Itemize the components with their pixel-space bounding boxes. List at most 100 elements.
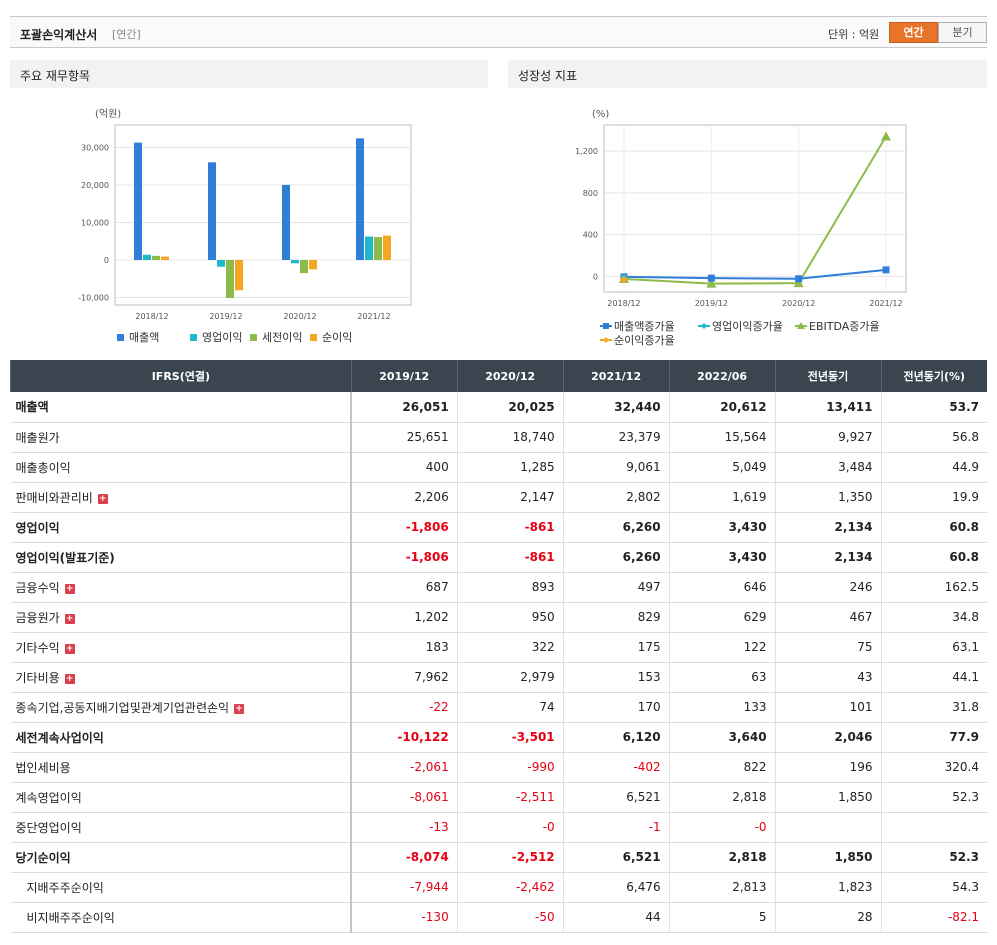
bar-영업이익 bbox=[291, 260, 299, 264]
legend-label: 영업이익증가율 bbox=[712, 320, 783, 333]
row-label-cell: 중단영업이익 bbox=[10, 812, 353, 843]
expand-plus-icon[interactable]: + bbox=[64, 613, 75, 624]
expand-plus-icon[interactable]: + bbox=[64, 673, 75, 684]
value-cell: 170 bbox=[562, 692, 670, 723]
value-cell: 175 bbox=[562, 632, 670, 663]
income-statement-table: IFRS(연결) 2019/12 2020/12 2021/12 2022/06 전년동… bbox=[10, 360, 987, 933]
value-cell: 101 bbox=[774, 692, 882, 723]
value-cell: 52.3 bbox=[880, 841, 987, 873]
legend-label: 매출액증가율 bbox=[614, 320, 675, 333]
table-head-label: IFRS(연결) bbox=[10, 360, 352, 392]
value-cell: -990 bbox=[456, 751, 564, 783]
value-cell: 3,484 bbox=[774, 452, 882, 483]
table-col-header: 전년동기 bbox=[774, 360, 882, 392]
row-label-cell: 계속영업이익 bbox=[10, 782, 353, 813]
row-label-cell: 매출총이익 bbox=[10, 452, 353, 483]
table-row: 금융원가 +1,202 950 829 629 467 34.8 bbox=[10, 602, 987, 633]
value-cell: 32,440 bbox=[562, 392, 670, 423]
point-EBITDA증가율 bbox=[793, 278, 804, 288]
row-label-cell: 영업이익 bbox=[10, 511, 353, 543]
expand-plus-icon[interactable]: + bbox=[234, 703, 245, 714]
table-row: 비지배주주순이익 -130 -50 44 5 28 -82.1 bbox=[10, 902, 987, 933]
series-line-매출액증가율 bbox=[623, 268, 887, 280]
value-cell: 7,962 bbox=[350, 662, 458, 693]
bar-매출액 bbox=[134, 142, 142, 260]
table-row: 지배주주순이익 -7,944 -2,462 6,476 2,813 1,823 54.3 bbox=[10, 872, 987, 903]
value-cell: 2,818 bbox=[668, 782, 776, 813]
y-tick-label: 0 bbox=[104, 256, 109, 265]
row-label: 금융원가 bbox=[15, 610, 60, 625]
value-cell: -402 bbox=[562, 751, 670, 783]
row-label-cell: 매출액 bbox=[10, 392, 353, 423]
value-cell: -1,806 bbox=[350, 541, 458, 573]
legend-label: 매출액 bbox=[129, 331, 159, 344]
value-cell: 822 bbox=[668, 751, 776, 783]
value-cell: 54.3 bbox=[880, 872, 987, 903]
row-label: 기타수익 bbox=[15, 640, 60, 655]
value-cell: 43 bbox=[774, 662, 882, 693]
value-cell: 74 bbox=[456, 692, 564, 723]
value-cell: 467 bbox=[774, 602, 882, 633]
value-cell: -22 bbox=[350, 692, 458, 723]
value-cell bbox=[774, 812, 882, 843]
value-cell: 2,979 bbox=[456, 662, 564, 693]
value-cell: 25,651 bbox=[350, 422, 458, 453]
value-cell: 6,120 bbox=[562, 721, 670, 753]
value-cell: 320.4 bbox=[880, 751, 987, 783]
value-cell: -8,061 bbox=[350, 782, 458, 813]
point-매출액증가율 bbox=[707, 274, 715, 282]
bar-영업이익 bbox=[365, 236, 373, 260]
table-row: 법인세비용 -2,061 -990 -402 822 196 320.4 bbox=[10, 751, 987, 783]
value-cell: 9,061 bbox=[562, 452, 670, 483]
row-label: 기타비용 bbox=[15, 670, 60, 685]
expand-plus-icon[interactable]: + bbox=[64, 643, 75, 654]
value-cell: -0 bbox=[456, 812, 564, 843]
x-tick-label: 2018/12 bbox=[607, 299, 640, 308]
bar-매출액 bbox=[356, 138, 364, 260]
point-EBITDA증가율 bbox=[881, 131, 891, 141]
legend-swatch bbox=[310, 334, 317, 341]
value-cell: 77.9 bbox=[880, 721, 987, 753]
value-cell: -1 bbox=[562, 812, 670, 843]
value-cell: 53.7 bbox=[880, 392, 987, 423]
row-label-cell: 판매비와관리비 + bbox=[10, 482, 353, 513]
value-cell: 2,147 bbox=[456, 482, 564, 513]
legend-marker bbox=[701, 323, 707, 329]
bar-순이익 bbox=[235, 260, 243, 291]
value-cell: 60.8 bbox=[880, 511, 987, 543]
table-row: 영업이익(발표기준) -1,806 -861 6,260 3,430 2,134 60.8 bbox=[10, 541, 987, 573]
table-row: 기타수익 +183 322 175 122 75 63.1 bbox=[10, 632, 987, 663]
value-cell: 23,379 bbox=[562, 422, 670, 453]
value-cell: 1,202 bbox=[350, 602, 458, 633]
x-tick-label: 2020/12 bbox=[782, 299, 815, 308]
value-cell: 31.8 bbox=[880, 692, 987, 723]
y-tick-label: 20,000 bbox=[81, 181, 109, 190]
point-순이익증가율 bbox=[620, 275, 628, 284]
value-cell: 400 bbox=[350, 452, 458, 483]
value-cell: 6,476 bbox=[562, 872, 670, 903]
value-cell: -2,462 bbox=[456, 872, 564, 903]
row-label-cell: 지배주주순이익 bbox=[10, 872, 353, 903]
table-row: 중단영업이익 -13 -0 -1 -0 bbox=[10, 812, 987, 843]
quarter-toggle-button[interactable]: 분기 bbox=[938, 22, 987, 43]
value-cell: 2,206 bbox=[350, 482, 458, 513]
row-label: 비지배주주순이익 bbox=[26, 910, 115, 925]
value-cell: 1,350 bbox=[774, 482, 882, 513]
table-row: 금융수익 +687 893 497 646 246 162.5 bbox=[10, 571, 987, 603]
bar-영업이익 bbox=[143, 254, 151, 260]
row-label-cell: 금융원가 + bbox=[10, 602, 353, 633]
key-financials-chart: 30,000 20,000 10,000 0 -10,000 (억원) 2018/12 201… bbox=[10, 90, 488, 355]
bar-매출액 bbox=[208, 162, 216, 260]
row-label: 매출원가 bbox=[15, 430, 60, 445]
value-cell: 196 bbox=[774, 751, 882, 783]
table-row: 영업이익 -1,806 -861 6,260 3,430 2,134 60.8 bbox=[10, 511, 987, 543]
value-cell: 56.8 bbox=[880, 422, 987, 453]
expand-plus-icon[interactable]: + bbox=[97, 493, 108, 504]
expand-plus-icon[interactable]: + bbox=[64, 583, 75, 594]
x-tick-label: 2019/12 bbox=[209, 312, 242, 321]
value-cell: 3,430 bbox=[668, 511, 776, 543]
bar-영업이익 bbox=[217, 260, 225, 267]
annual-toggle-button[interactable]: 연간 bbox=[889, 22, 938, 43]
right-panel-title: 성장성 지표 bbox=[508, 60, 987, 88]
value-cell: -861 bbox=[456, 511, 564, 543]
